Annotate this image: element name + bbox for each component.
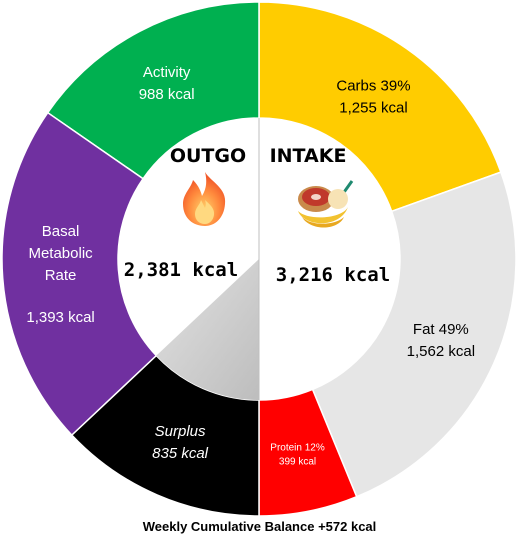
- label-name: Surplus: [155, 423, 206, 440]
- label-carbs-39: Carbs 39% 1,255 kcal: [336, 77, 410, 116]
- segment-fat-49: [311, 171, 517, 498]
- surplus-inner-wedge: [156, 259, 259, 400]
- label-value: 1,255 kcal: [339, 99, 407, 116]
- label-value: 835 kcal: [152, 445, 209, 462]
- intake-total: 3,216 kcal: [276, 264, 390, 286]
- label-name: Activity: [143, 64, 191, 81]
- label-basal-metabolic-rate: Basal Metabolic Rate 1,393 kcal: [26, 223, 94, 326]
- intake-heading: INTAKE: [270, 145, 347, 167]
- chart-title: Weekly Cumulative Balance +572 kcal: [142, 519, 377, 534]
- label-fat-49: Fat 49% 1,562 kcal: [407, 321, 475, 360]
- segment-labels: Carbs 39% 1,255 kcal Fat 49% 1,562 kcal Prot…: [26, 64, 475, 468]
- label-name: Fat 49%: [413, 321, 469, 338]
- segment-basal-metabolic-rate: [1, 111, 158, 437]
- label-value: 988 kcal: [139, 86, 195, 103]
- label-name: Metabolic: [28, 245, 93, 262]
- label-name: Carbs 39%: [336, 77, 410, 94]
- label-value: 399 kcal: [279, 457, 316, 468]
- segment-carbs-39: [258, 1, 502, 213]
- outgo-heading: OUTGO: [170, 145, 246, 167]
- label-protein-12: Protein 12% 399 kcal: [270, 443, 325, 468]
- label-name: Protein 12%: [270, 443, 325, 454]
- label-name: Rate: [45, 267, 77, 284]
- label-value: 1,393 kcal: [26, 309, 94, 326]
- food-icon: [298, 180, 354, 228]
- label-value: 1,562 kcal: [407, 343, 475, 360]
- label-name: Basal: [42, 223, 80, 240]
- label-surplus: Surplus 835 kcal: [152, 423, 209, 462]
- outgo-total: 2,381 kcal: [124, 259, 238, 281]
- outer-ring: [1, 1, 517, 517]
- fire-icon: [183, 172, 226, 226]
- label-activity: Activity 988 kcal: [139, 64, 195, 103]
- segment-activity: [46, 1, 260, 180]
- donut-chart: Carbs 39% 1,255 kcal Fat 49% 1,562 kcal Prot…: [1, 1, 517, 517]
